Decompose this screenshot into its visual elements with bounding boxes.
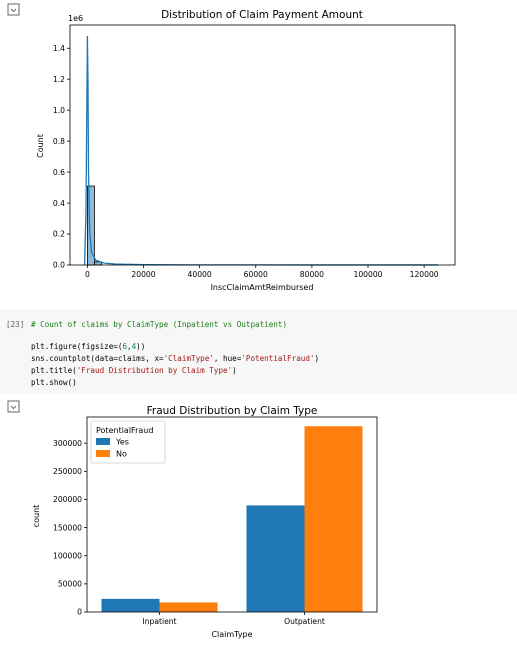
code-line-4: plt.title('Fraud Distribution by Claim T…: [31, 366, 237, 375]
x-tick-label: 40000: [188, 270, 212, 279]
x-tick-label: 100000: [354, 270, 383, 279]
y-tick-label: 100000: [53, 551, 82, 560]
fraud-countplot: Fraud Distribution by Claim Type count C…: [32, 405, 378, 639]
y-tick-label: 150000: [53, 523, 82, 532]
chart2-ylabel: count: [32, 505, 41, 528]
y-tick-label: 1.0: [53, 106, 65, 115]
kde-curve: [83, 35, 439, 266]
code-line-5: plt.show(): [31, 378, 77, 387]
chart1-xlabel: InscClaimAmtReimbursed: [211, 283, 314, 292]
x-tick-label: 80000: [300, 270, 324, 279]
y-tick-label: 1.4: [53, 44, 65, 53]
chart1-axes-frame: [69, 24, 456, 266]
y-tick-label: 0.4: [53, 199, 65, 208]
y-tick-label: 250000: [53, 467, 82, 476]
y-tick-label: 0.6: [53, 168, 65, 177]
x-tick-label: Outpatient: [284, 617, 325, 626]
chart1-ylabel: Count: [36, 134, 45, 158]
y-tick-label: 0.2: [53, 230, 65, 239]
chart1-title: Distribution of Claim Payment Amount: [161, 9, 363, 21]
chart2-axes-frame: [86, 416, 378, 613]
legend: PotentialFraud Yes No: [90, 420, 166, 464]
claim-payment-histogram: Distribution of Claim Payment Amount 1e6…: [36, 9, 456, 292]
chart1-offset-text: 1e6: [68, 14, 83, 23]
output-toggle-icon[interactable]: [7, 400, 20, 413]
y-tick-label: 0.0: [53, 261, 65, 270]
chart2-title: Fraud Distribution by Claim Type: [147, 405, 318, 417]
x-tick-label: 60000: [244, 270, 268, 279]
bar-yes-outpatient: [246, 505, 305, 612]
bar-yes-inpatient: [101, 598, 160, 612]
code-line-3: sns.countplot(data=claims, x='ClaimType'…: [31, 354, 320, 363]
x-tick-label: 120000: [410, 270, 439, 279]
output-toggle-icon[interactable]: [7, 3, 20, 16]
legend-swatch: [96, 450, 110, 457]
code-line-1: # Count of claims by ClaimType (Inpatien…: [31, 320, 288, 329]
bar-no-outpatient: [304, 426, 363, 612]
legend-label: Yes: [115, 438, 129, 447]
x-tick-label: 0: [85, 270, 90, 279]
x-tick-label: Inpatient: [142, 617, 176, 626]
y-tick-label: 200000: [53, 495, 82, 504]
code-cell-23[interactable]: [23] # Count of claims by ClaimType (Inp…: [0, 309, 517, 394]
cell-prompt: [23]: [6, 320, 25, 329]
bar-no-inpatient: [159, 602, 218, 612]
x-tick-label: 20000: [131, 270, 155, 279]
y-tick-label: 0.8: [53, 137, 65, 146]
y-tick-label: 1.2: [53, 75, 65, 84]
code-line-2: plt.figure(figsize=(6,4)): [31, 342, 146, 351]
chart2-xlabel: ClaimType: [211, 630, 252, 639]
legend-swatch: [96, 438, 110, 445]
y-tick-label: 50000: [58, 580, 82, 589]
y-tick-label: 0: [77, 608, 82, 617]
legend-label: No: [116, 450, 127, 459]
y-tick-label: 300000: [53, 439, 82, 448]
legend-title: PotentialFraud: [96, 426, 153, 435]
